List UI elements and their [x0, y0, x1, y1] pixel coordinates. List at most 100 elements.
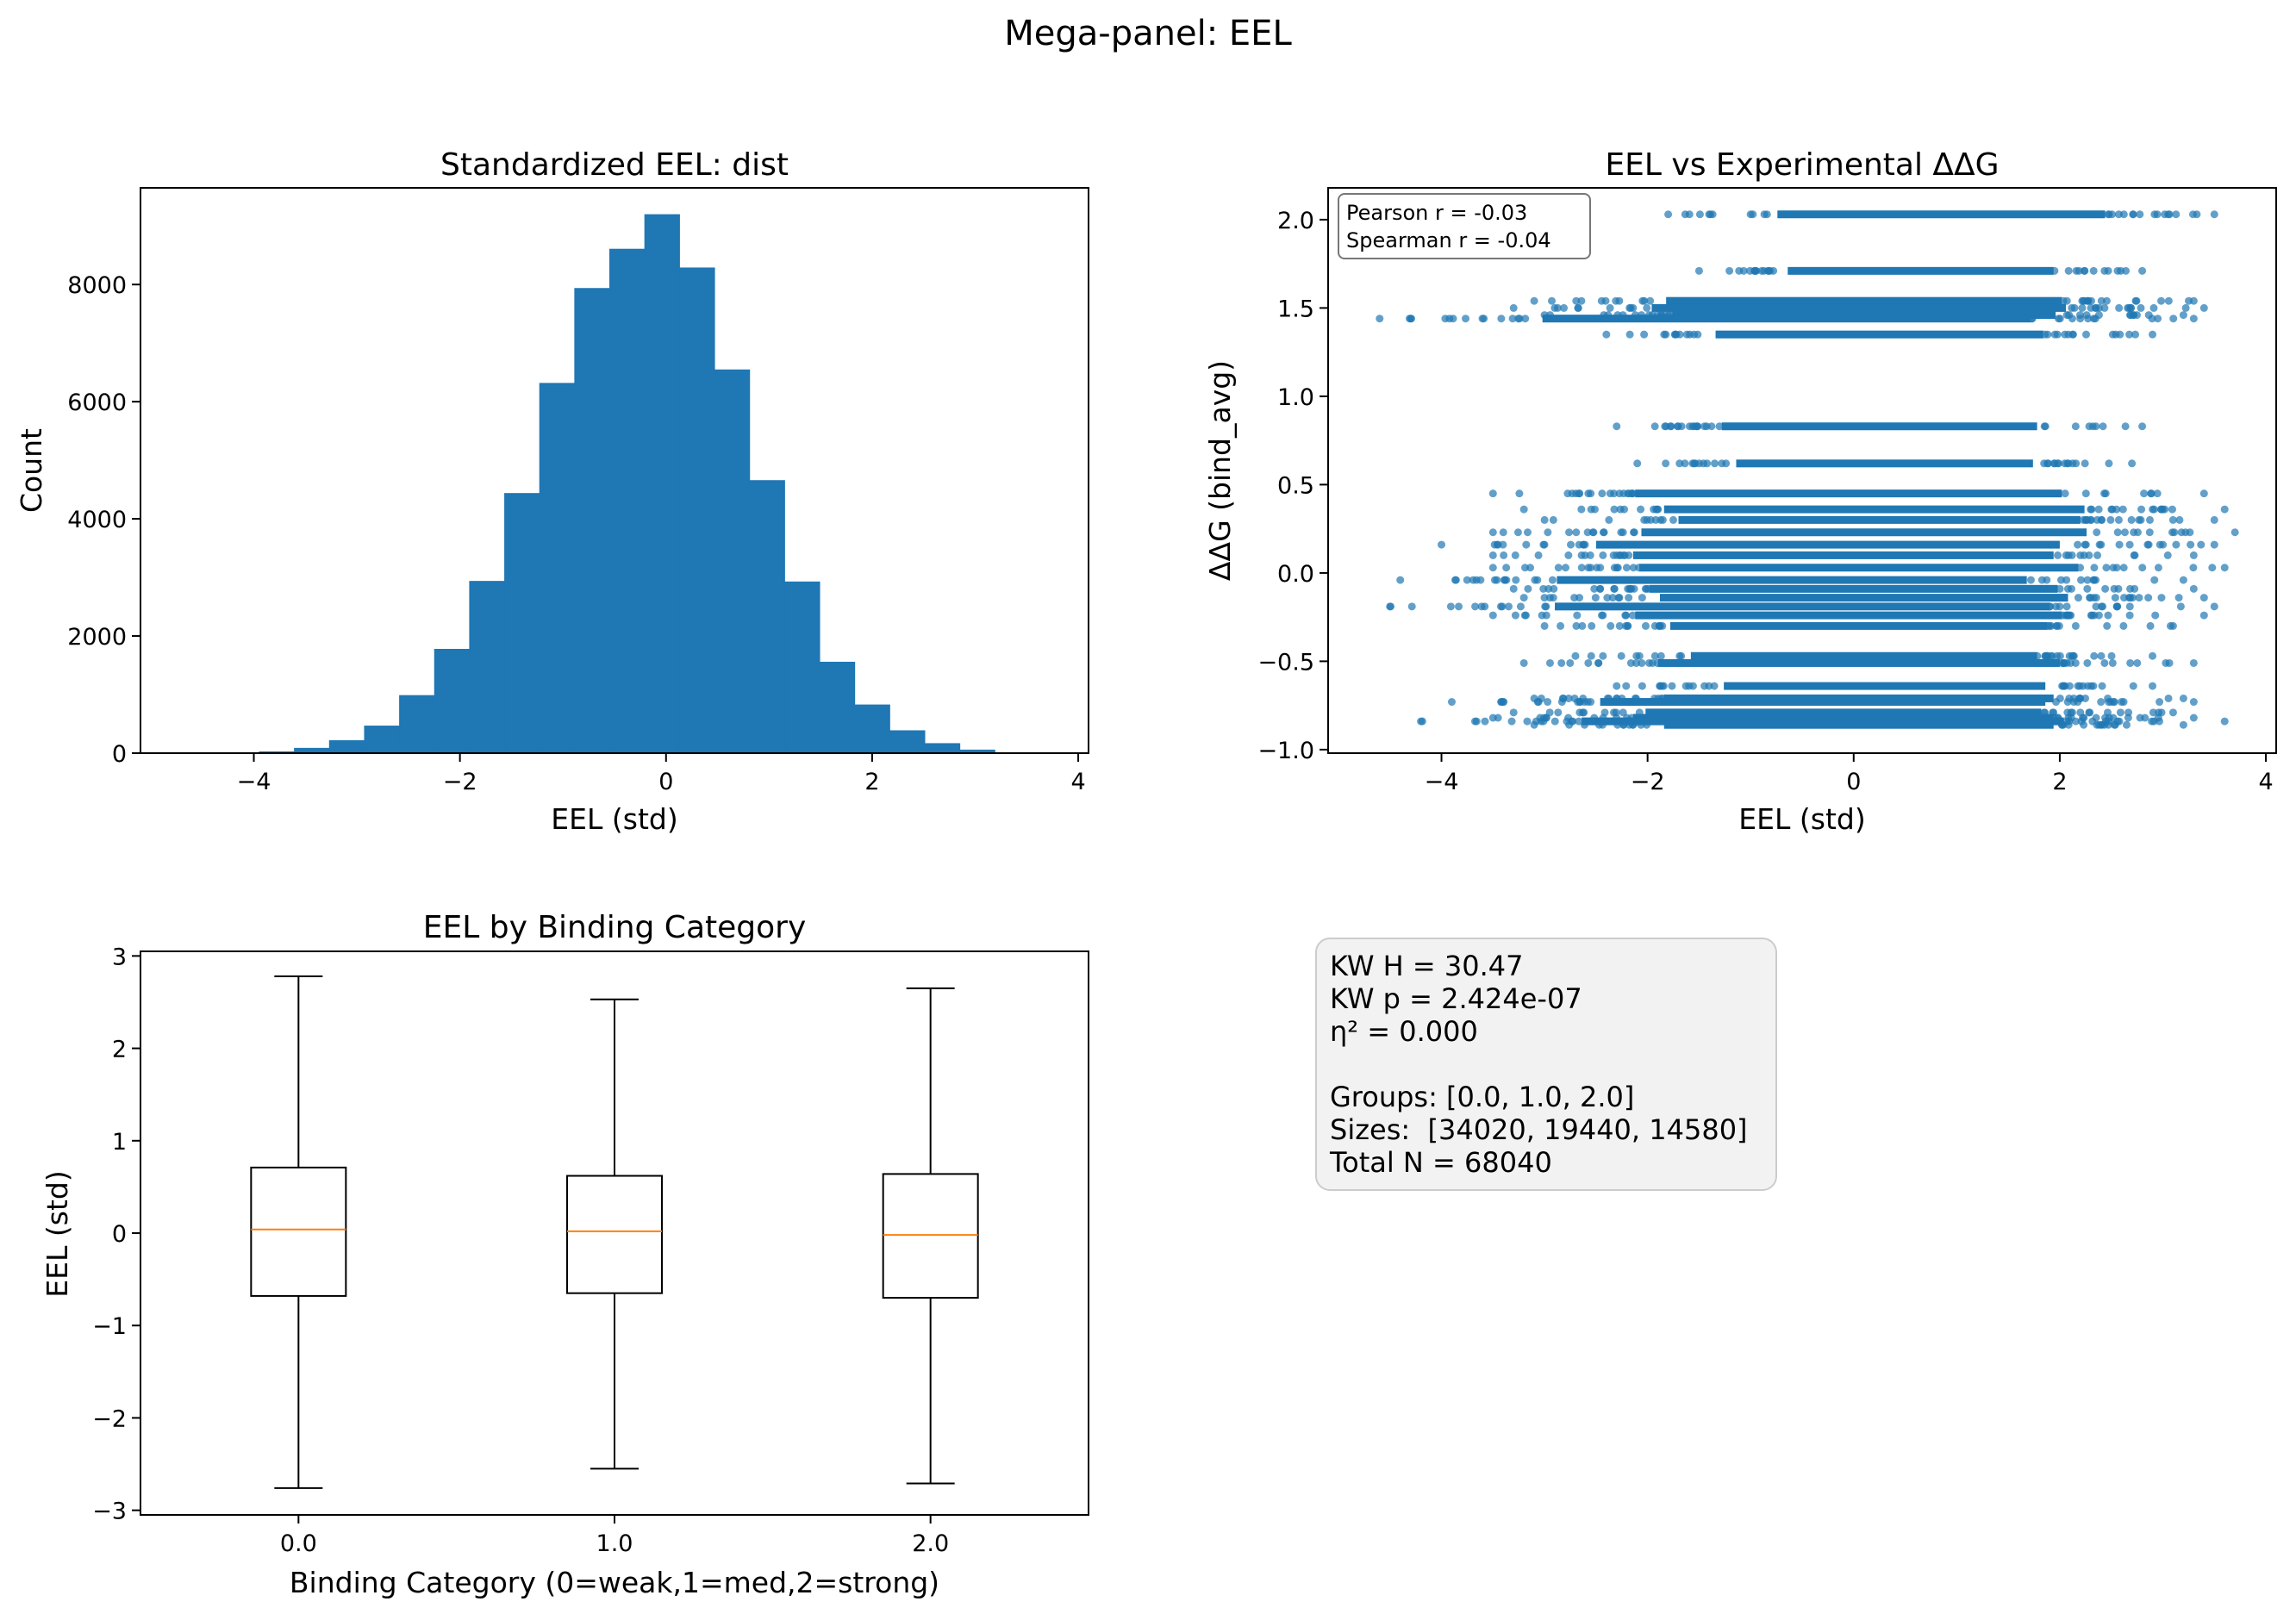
scatter-point — [2133, 528, 2142, 537]
scatter-point — [1610, 489, 1619, 498]
scatter-point — [1587, 505, 1595, 514]
scatter-point — [1488, 551, 1497, 559]
scatter-point — [1638, 594, 1646, 602]
scatter-point — [1565, 528, 1574, 537]
scatter-point — [1550, 717, 1559, 726]
scatter-point — [1539, 717, 1548, 726]
histogram-x-label: EEL (std) — [551, 802, 677, 836]
scatter-point — [1664, 210, 1673, 219]
scatter-point — [2119, 564, 2128, 572]
boxplot-group — [882, 987, 979, 1485]
scatter-point — [2155, 717, 2163, 726]
scatter-point — [1638, 682, 1646, 690]
scatter-point — [2083, 584, 2092, 593]
scatter-point — [2175, 515, 2184, 524]
scatter-point-band — [1721, 422, 2037, 431]
scatter-point-band — [1635, 489, 2062, 498]
stats-kw-p: KW p = 2.424e-07 — [1330, 982, 1582, 1015]
scatter-point — [1540, 594, 1549, 602]
scatter-point — [1539, 540, 1548, 549]
scatter-point — [2099, 422, 2107, 431]
scatter-point — [1640, 330, 1649, 339]
scatter-point — [2126, 594, 2135, 602]
scatter-point — [2220, 564, 2229, 572]
scatter-point — [2094, 303, 2103, 312]
scatter-point — [2125, 330, 2134, 339]
x-tick-label: 0 — [1846, 769, 1861, 795]
scatter-point — [1541, 602, 1550, 611]
scatter-point — [2210, 515, 2218, 524]
y-tick-label: 0 — [112, 1221, 127, 1248]
scatter-point-band — [1645, 708, 2042, 717]
scatter-point — [2150, 576, 2159, 584]
scatter-point — [2087, 505, 2095, 514]
scatter-point — [2157, 505, 2166, 514]
scatter-point — [1550, 303, 1559, 312]
scatter-point — [1621, 611, 1630, 620]
scatter-point — [1488, 714, 1497, 722]
scatter-point — [1509, 708, 1518, 717]
scatter-point — [2179, 720, 2187, 729]
scatter-point — [2189, 551, 2198, 559]
scatter-point — [2151, 611, 2160, 620]
histogram-bar — [924, 743, 961, 753]
scatter-point — [2116, 330, 2124, 339]
scatter-point — [1477, 602, 1486, 611]
scatter-point — [1640, 296, 1649, 305]
boxplot-group — [566, 998, 663, 1470]
stats-kw-h: KW H = 30.47 — [1330, 950, 1524, 982]
boxplot-group — [250, 975, 347, 1489]
scatter-point — [2081, 266, 2089, 275]
scatter-point — [1575, 540, 1583, 549]
scatter-point — [2078, 303, 2087, 312]
scatter-point-band — [1632, 551, 2054, 559]
scatter-point — [1574, 303, 1582, 312]
boxplot-panel: EEL by Binding Category 0.0 1.0 2.0−3−2−10… — [41, 910, 1089, 1599]
scatter-point — [1625, 594, 1633, 602]
scatter-point — [1451, 576, 1460, 584]
scatter-point — [2068, 330, 2077, 339]
scatter-point — [1587, 698, 1595, 707]
histogram-bar — [504, 493, 540, 753]
scatter-point — [1610, 505, 1619, 514]
scatter-point — [2153, 210, 2162, 219]
scatter-point — [2140, 489, 2149, 498]
scatter-point — [2068, 315, 2076, 323]
scatter-point — [2181, 303, 2190, 312]
scatter-point — [1544, 698, 1552, 707]
scatter-point — [1516, 602, 1525, 611]
scatter-point — [2074, 594, 2082, 602]
scatter-point — [2063, 584, 2072, 593]
scatter-point — [2125, 602, 2134, 611]
scatter-point — [1471, 602, 1480, 611]
x-tick-label: 1.0 — [596, 1530, 633, 1557]
figure-title: Mega-panel: EEL — [1004, 14, 1292, 53]
scatter-point — [2094, 611, 2103, 620]
scatter-point — [1660, 330, 1669, 339]
scatter-point-band — [1663, 505, 2085, 514]
scatter-point — [2081, 489, 2090, 498]
scatter-point — [1542, 611, 1550, 620]
scatter-point — [2090, 576, 2099, 584]
scatter-point — [1602, 330, 1611, 339]
scatter-point — [1557, 698, 1566, 707]
scatter-point — [1564, 694, 1573, 702]
scatter-point — [2125, 611, 2134, 620]
y-tick-label: 1 — [112, 1129, 127, 1156]
scatter-point — [1617, 651, 1625, 660]
boxplot-x-label: Binding Category (0=weak,1=med,2=strong) — [290, 1566, 939, 1599]
scatter-point — [2090, 651, 2099, 660]
scatter-point — [1515, 315, 1524, 323]
scatter-point — [1694, 266, 1703, 275]
scatter-point — [1520, 564, 1529, 572]
scatter-point — [2168, 621, 2177, 630]
x-tick-label: 0 — [658, 769, 673, 795]
scatter-point — [1722, 459, 1731, 468]
scatter-point — [1650, 651, 1659, 660]
scatter-point — [2189, 698, 2198, 707]
scatter-point — [2100, 303, 2109, 312]
scatter-point — [1534, 551, 1543, 559]
scatter-point — [2064, 266, 2073, 275]
scatter-point — [1548, 296, 1557, 305]
